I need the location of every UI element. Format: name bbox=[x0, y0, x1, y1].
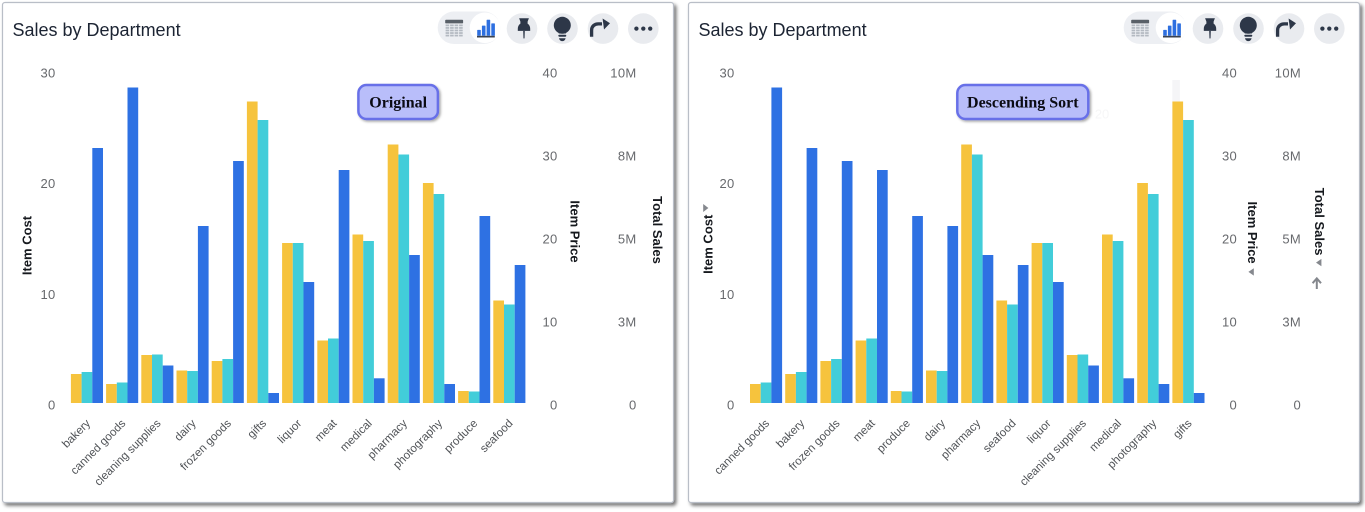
svg-text:8M: 8M bbox=[1282, 149, 1301, 164]
svg-text:20: 20 bbox=[1095, 106, 1109, 121]
svg-text:0: 0 bbox=[629, 398, 637, 413]
svg-text:30: 30 bbox=[40, 66, 55, 81]
svg-text:20: 20 bbox=[542, 232, 557, 247]
svg-text:20: 20 bbox=[719, 176, 734, 191]
svg-text:30: 30 bbox=[719, 66, 734, 81]
svg-text:Sales by Department: Sales by Department bbox=[699, 20, 867, 40]
svg-text:40: 40 bbox=[1222, 66, 1237, 81]
svg-text:Original: Original bbox=[369, 95, 427, 112]
svg-text:20: 20 bbox=[1222, 232, 1237, 247]
svg-text:5M: 5M bbox=[618, 232, 637, 247]
svg-text:30: 30 bbox=[1222, 149, 1237, 164]
svg-text:0: 0 bbox=[727, 398, 735, 413]
svg-text:10M: 10M bbox=[1275, 66, 1301, 81]
svg-text:10: 10 bbox=[40, 287, 55, 302]
svg-text:Descending Sort: Descending Sort bbox=[967, 95, 1079, 112]
svg-text:10: 10 bbox=[542, 315, 557, 330]
svg-text:Total Sales: Total Sales bbox=[650, 196, 665, 264]
svg-text:3M: 3M bbox=[618, 315, 637, 330]
svg-text:10M: 10M bbox=[610, 66, 636, 81]
svg-text:10: 10 bbox=[1222, 315, 1237, 330]
svg-text:Sales by Department: Sales by Department bbox=[13, 20, 181, 40]
svg-text:Item Price: Item Price bbox=[567, 200, 582, 262]
svg-text:20: 20 bbox=[40, 176, 55, 191]
svg-text:Item Cost: Item Cost bbox=[19, 215, 34, 275]
svg-text:0: 0 bbox=[1293, 398, 1301, 413]
svg-text:0: 0 bbox=[550, 398, 558, 413]
svg-text:8M: 8M bbox=[618, 149, 637, 164]
svg-text:0: 0 bbox=[48, 398, 56, 413]
svg-text:5M: 5M bbox=[1282, 232, 1301, 247]
svg-text:10: 10 bbox=[719, 287, 734, 302]
svg-text:30: 30 bbox=[542, 149, 557, 164]
svg-text:Item Cost: Item Cost bbox=[701, 214, 716, 274]
svg-text:Item Price: Item Price bbox=[1245, 202, 1260, 264]
svg-text:40: 40 bbox=[542, 66, 557, 81]
svg-text:Total Sales: Total Sales bbox=[1312, 188, 1327, 256]
svg-text:0: 0 bbox=[1229, 398, 1237, 413]
svg-text:3M: 3M bbox=[1282, 315, 1301, 330]
